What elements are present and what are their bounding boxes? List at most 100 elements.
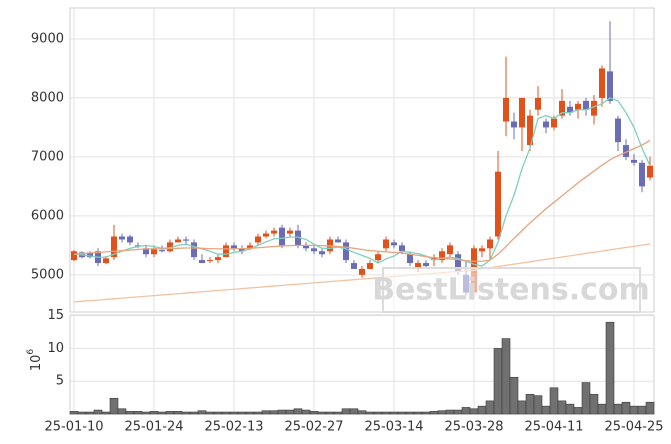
volume-unit: 106 xyxy=(26,349,44,372)
volume-bar xyxy=(621,401,631,415)
candle-body xyxy=(359,268,365,275)
volume-bar xyxy=(133,411,143,415)
y-tick-label: 8000 xyxy=(31,90,64,105)
candle-body xyxy=(311,248,317,252)
volume-bar xyxy=(269,410,279,415)
watermark: BestListens.com xyxy=(372,267,650,313)
candle-body xyxy=(247,245,253,249)
volume-bar xyxy=(253,411,263,415)
candle-body xyxy=(351,263,357,269)
candle-body xyxy=(543,121,549,128)
candle-body xyxy=(583,100,589,110)
candle-body xyxy=(335,239,341,243)
y-tick-label: 6000 xyxy=(31,208,64,223)
volume-bar xyxy=(525,394,535,415)
candle-body xyxy=(623,145,629,157)
candle-body xyxy=(439,251,445,261)
volume-bar xyxy=(181,411,191,415)
candle-body xyxy=(383,239,389,249)
volume-bar xyxy=(341,408,351,415)
volume-bar xyxy=(221,411,231,415)
volume-bar xyxy=(205,411,215,415)
candle-body xyxy=(191,242,197,258)
volume-bar xyxy=(397,411,407,415)
x-tick-label: 25-01-24 xyxy=(124,420,183,435)
candle-body xyxy=(287,230,293,234)
volume-bar xyxy=(581,382,591,415)
candle-body xyxy=(143,248,149,255)
candle-body xyxy=(407,254,413,264)
moving-average-line xyxy=(73,139,651,262)
candle-body xyxy=(151,248,157,255)
volume-bar xyxy=(293,408,303,415)
candle-body xyxy=(87,252,93,258)
volume-bar xyxy=(557,400,567,415)
x-tick-label: 25-02-13 xyxy=(204,420,263,435)
candle-body xyxy=(415,263,421,269)
volume-bar xyxy=(245,411,255,415)
price-frame xyxy=(69,7,655,313)
candle-body xyxy=(183,239,189,241)
y-tick-label: 5000 xyxy=(31,267,64,282)
volume-bar xyxy=(125,411,135,415)
volume-bar xyxy=(285,409,295,415)
candle-body xyxy=(263,233,269,237)
y-tick-label: 9000 xyxy=(31,31,64,46)
candle-body xyxy=(375,254,381,261)
volume-bar xyxy=(333,411,343,415)
volume-bar xyxy=(325,411,335,415)
candle-body xyxy=(127,236,133,243)
grid xyxy=(70,8,654,414)
candle-body xyxy=(207,260,213,262)
candle-body xyxy=(231,245,237,249)
volume-bar xyxy=(85,411,95,415)
candle-body xyxy=(319,251,325,255)
y-tick-label: 15 xyxy=(47,308,64,323)
volume-bar xyxy=(261,410,271,415)
candle-body xyxy=(503,97,509,122)
candle-body xyxy=(567,106,573,113)
volume-bar xyxy=(117,408,127,415)
unit-base: 10 xyxy=(29,355,44,372)
y-tick-label: 5 xyxy=(56,374,64,389)
candle-body xyxy=(559,100,565,116)
volume-bar xyxy=(101,411,111,415)
volume-bar xyxy=(405,411,415,415)
volume-bar xyxy=(141,411,151,415)
candle-body xyxy=(71,251,77,261)
candle-body xyxy=(487,239,493,249)
volume-bar xyxy=(157,411,167,415)
volume-bar xyxy=(173,411,183,415)
candle-body xyxy=(111,236,117,258)
volume-bar xyxy=(213,411,223,415)
volume-bar xyxy=(501,338,511,415)
volume-bar xyxy=(149,411,159,415)
volume-bar xyxy=(517,400,527,415)
candle-body xyxy=(607,71,613,101)
volume-bar xyxy=(349,408,359,415)
volume-bar xyxy=(309,411,319,415)
x-tick-label: 25-02-27 xyxy=(284,420,343,435)
x-tick-label: 25-03-14 xyxy=(364,420,423,435)
volume-bar xyxy=(589,394,599,415)
volume-bar xyxy=(509,376,519,415)
volume-bar xyxy=(237,411,247,415)
candle-body xyxy=(391,242,397,246)
volume-bar xyxy=(549,387,559,415)
candle-body xyxy=(631,159,637,163)
volume-frame xyxy=(69,314,655,415)
candle-body xyxy=(551,118,557,128)
candle-body xyxy=(223,245,229,258)
candle-body xyxy=(639,162,645,187)
candle-body xyxy=(159,250,165,252)
volume-bar xyxy=(605,321,615,415)
candle-body xyxy=(367,263,373,269)
candle-body xyxy=(215,257,221,261)
volume-bar xyxy=(77,411,87,415)
candle-body xyxy=(431,257,437,261)
volume-bar xyxy=(93,409,103,415)
candle-body xyxy=(591,100,597,116)
volume-bar xyxy=(565,403,575,415)
x-tick-label: 25-04-11 xyxy=(524,420,583,435)
volume-bar xyxy=(597,403,607,415)
